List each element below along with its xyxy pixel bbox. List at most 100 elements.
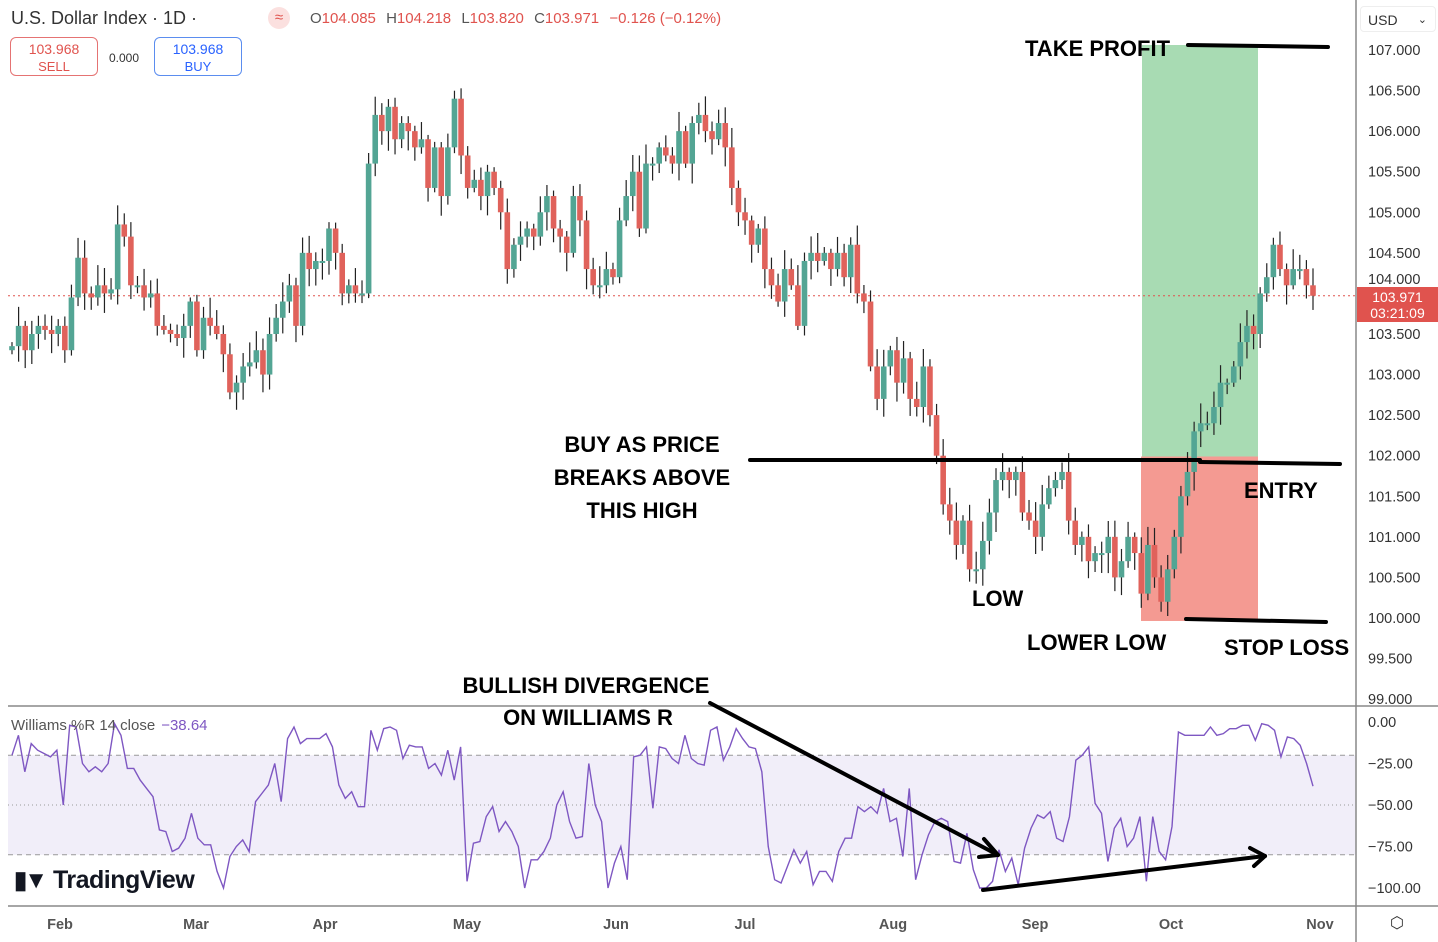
candle — [623, 180, 629, 227]
tradingview-logo: ▮▼ TradingView — [14, 866, 195, 894]
close-label: C — [534, 10, 545, 27]
candle-body — [95, 285, 101, 298]
candle — [762, 216, 768, 289]
candle — [808, 236, 814, 280]
candle — [471, 169, 478, 193]
candle-body — [1079, 536, 1085, 545]
candle-body — [841, 252, 847, 278]
candle — [1303, 260, 1310, 299]
candle — [299, 237, 306, 336]
candle-body — [213, 325, 220, 334]
candle — [913, 381, 920, 417]
candle — [748, 215, 755, 263]
candle-body — [35, 325, 42, 334]
currency-select[interactable]: USD ⌄ — [1360, 6, 1436, 32]
settings-icon[interactable]: ⬡ — [1390, 915, 1404, 932]
candle-body — [332, 228, 339, 253]
candle-body — [306, 252, 312, 270]
candle-body — [748, 220, 755, 245]
candle-body — [696, 114, 702, 124]
price-tick-label: 105.000 — [1368, 205, 1420, 221]
candle — [940, 439, 946, 515]
candle-body — [1184, 471, 1191, 497]
candle — [907, 351, 913, 416]
buy-price: 103.968 — [172, 41, 224, 57]
price-tick-label: 103.500 — [1368, 327, 1420, 343]
candle-body — [1204, 423, 1211, 426]
take-profit-label: TAKE PROFIT — [1025, 36, 1171, 61]
candle — [451, 90, 458, 154]
candle — [213, 310, 220, 340]
candle-body — [154, 293, 161, 326]
candle-body — [445, 147, 451, 197]
candle-body — [861, 293, 867, 302]
candle — [1059, 462, 1065, 490]
candle — [702, 96, 709, 143]
candle-body — [478, 179, 484, 197]
candle-body — [260, 350, 266, 375]
candle — [405, 116, 412, 151]
candle — [147, 280, 154, 308]
candle-body — [365, 163, 372, 294]
candle-body — [497, 187, 504, 213]
candle-body — [266, 333, 273, 375]
symbol-title[interactable]: U.S. Dollar Index · 1D · — [11, 8, 198, 28]
price-tick-label: 99.500 — [1368, 652, 1412, 668]
candle — [1145, 526, 1151, 601]
price-tick-label: 99.000 — [1368, 692, 1412, 708]
candle — [134, 276, 141, 294]
candle — [722, 107, 729, 167]
candle-body — [973, 569, 979, 572]
candle — [768, 257, 775, 299]
candle-body — [451, 98, 458, 148]
candle-body — [1085, 536, 1092, 562]
candle — [953, 502, 960, 560]
candle — [62, 316, 68, 363]
price-tick-label: 107.000 — [1368, 43, 1420, 59]
candle — [676, 111, 682, 181]
candle — [583, 210, 590, 290]
candle-body — [517, 236, 524, 245]
candle — [1310, 268, 1316, 310]
candle — [1204, 411, 1211, 431]
candle — [425, 134, 431, 202]
candle — [1079, 531, 1085, 562]
buy-button[interactable]: 103.968 BUY — [154, 37, 242, 76]
candle — [35, 315, 42, 349]
candle-body — [643, 163, 649, 229]
candle — [643, 144, 649, 234]
candle — [1138, 537, 1145, 608]
candle — [874, 349, 880, 411]
candle — [814, 232, 821, 273]
indicator-higher-low-arrow — [981, 854, 1267, 892]
time-tick-label: Apr — [313, 917, 338, 933]
candle — [781, 250, 788, 317]
candle-body — [768, 269, 775, 286]
candle — [319, 248, 326, 280]
candle-body — [1112, 536, 1118, 578]
time-tick-label: Mar — [183, 917, 209, 933]
indicator-legend[interactable]: Williams %R 14 close −38.64 — [11, 717, 208, 734]
candle — [563, 231, 570, 272]
candle-body — [1105, 536, 1112, 554]
price-tick-label: 102.000 — [1368, 449, 1420, 465]
candle — [398, 116, 405, 149]
candle — [993, 468, 999, 533]
candle-body — [491, 171, 497, 188]
time-tick-label: Jul — [735, 917, 756, 933]
sell-button[interactable]: 103.968 SELL — [10, 37, 98, 76]
candle — [1237, 323, 1244, 380]
candle-body — [398, 123, 405, 140]
candle — [312, 252, 319, 286]
compare-icon[interactable]: ≈ — [268, 7, 290, 29]
candle-body — [180, 325, 187, 339]
candle-body — [636, 171, 643, 229]
low-label: LOW — [972, 586, 1024, 611]
candle-body — [629, 171, 636, 197]
candle-body — [392, 106, 398, 140]
candle — [372, 96, 379, 177]
candle-body — [1098, 553, 1105, 556]
price-tick-label: 102.500 — [1368, 408, 1420, 424]
candle — [1230, 361, 1237, 387]
